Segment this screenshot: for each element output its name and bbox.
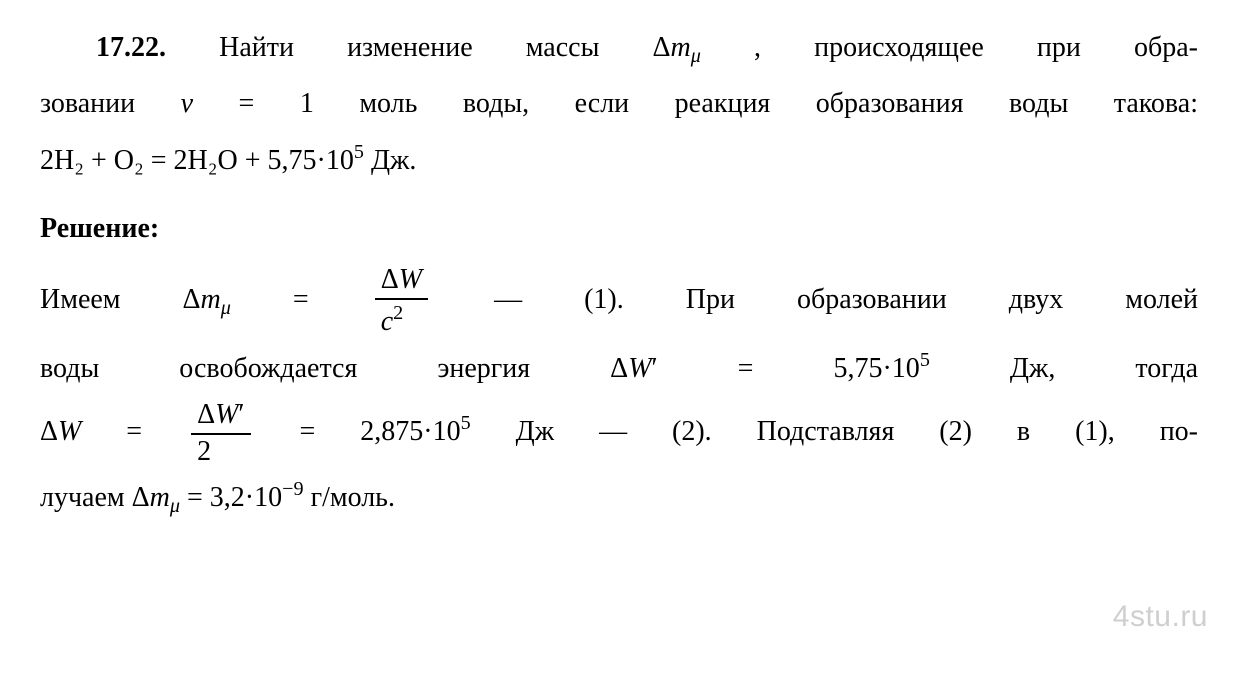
unit: Дж. (364, 145, 416, 176)
text: = 1 (193, 88, 314, 119)
denominator: 2 (191, 435, 250, 468)
text: лучаем (40, 482, 132, 513)
denominator: c2 (375, 300, 428, 338)
var-c: c (381, 306, 393, 337)
var-w: W (399, 264, 422, 295)
problem-number: 17.22. (96, 32, 166, 63)
eq-expr: = 5,75·10 (658, 353, 920, 384)
var-w: W (628, 353, 651, 384)
text: г/моль. (304, 482, 395, 513)
var-m: m (671, 32, 691, 63)
sub-mu: μ (170, 496, 180, 518)
prime: ′ (238, 399, 244, 430)
delta: Δ (197, 399, 215, 430)
problem-line-1: 17.22. Найти изменение массы Δmμ , проис… (40, 20, 1198, 76)
solution-line-3: ΔW = ΔW′ 2 = 2,875·105 Дж — (2). Подстав… (40, 400, 1198, 468)
reaction-eqn: 2H₂ + O₂ = 2H₂O + 5,75·10 (40, 145, 354, 176)
delta: Δ (183, 284, 201, 315)
delta: Δ (132, 482, 150, 513)
solution-line-1: Имеем Δmμ = ΔW c2 — (1). При образовании… (40, 265, 1198, 338)
delta: Δ (653, 32, 671, 63)
text: Имеем (40, 284, 183, 315)
exp: 5 (354, 141, 364, 163)
problem-line-3: 2H₂ + O₂ = 2H₂O + 5,75·105 Дж. (40, 132, 1198, 189)
fraction: ΔW c2 (375, 265, 428, 338)
eq-expr: = 3,2·10 (180, 482, 282, 513)
fraction: ΔW′ 2 (191, 400, 250, 468)
var-m: m (201, 284, 221, 315)
var-w: W (215, 399, 238, 430)
exp: 5 (461, 412, 471, 434)
solution-line-4: лучаем Δmμ = 3,2·10−9 г/моль. (40, 467, 1198, 529)
text: Дж, тогда (930, 353, 1198, 384)
exp: −9 (282, 478, 303, 500)
text: Дж — (2). Подставляя (2) в (1), по- (471, 416, 1198, 447)
text: зовании (40, 88, 181, 119)
numerator: ΔW′ (191, 400, 250, 435)
problem-statement: 17.22. Найти изменение массы Δmμ , проис… (40, 20, 1198, 189)
sub-mu: μ (691, 45, 701, 67)
numerator: ΔW (375, 265, 428, 300)
eq-sign: = (81, 416, 187, 447)
text: — (1). При образовании двух молей (494, 284, 1198, 315)
text: Найти изменение массы (219, 32, 652, 63)
exp: 5 (920, 349, 930, 371)
problem-line-2: зовании ν = 1 моль воды, если реакция об… (40, 76, 1198, 132)
text: воды освобождается энергия (40, 353, 610, 384)
solution-body: Имеем Δmμ = ΔW c2 — (1). При образовании… (40, 265, 1198, 529)
delta: Δ (40, 416, 58, 447)
solution-heading: Решение: (40, 213, 1198, 245)
solution-line-2: воды освобождается энергия ΔW′ = 5,75·10… (40, 338, 1198, 400)
exp: 2 (393, 302, 403, 324)
var-m: m (150, 482, 170, 513)
var-nu: ν (181, 88, 193, 119)
delta: Δ (381, 264, 399, 295)
sub-mu: μ (221, 297, 231, 319)
var-w: W (58, 416, 81, 447)
eq-sign: = (231, 284, 371, 315)
text: , происходящее при обра- (701, 32, 1198, 63)
text: = 2,875·10 (300, 416, 461, 447)
delta: Δ (610, 353, 628, 384)
text: моль воды, если реакция образования воды… (314, 88, 1198, 119)
watermark: 4stu.ru (1113, 600, 1208, 634)
